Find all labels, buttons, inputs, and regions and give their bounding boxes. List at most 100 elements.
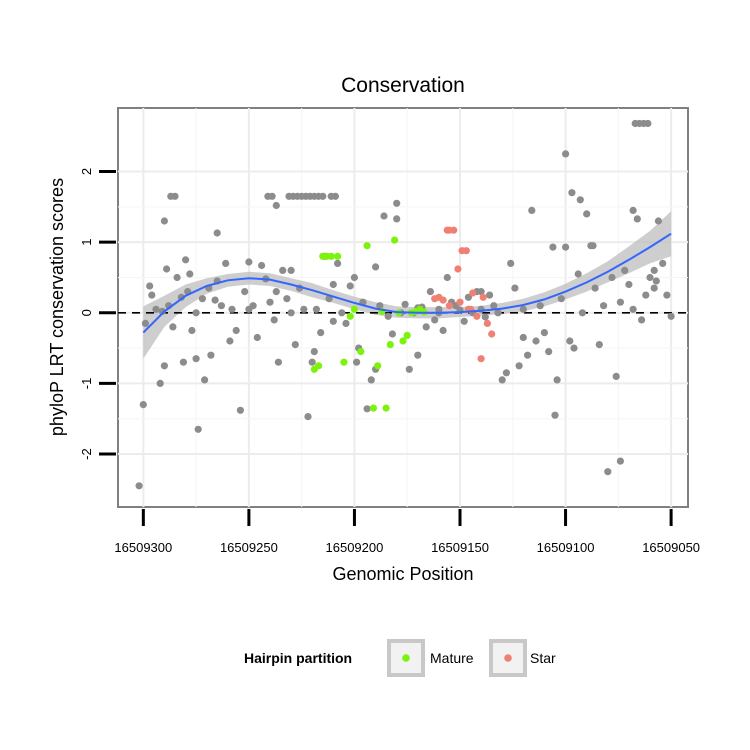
point-other [372, 263, 380, 271]
point-mature [334, 252, 342, 260]
point-other [367, 376, 375, 384]
point-other [188, 326, 196, 335]
point-other [405, 365, 413, 373]
point-other [148, 291, 156, 299]
point-other [638, 316, 646, 324]
point-other [338, 309, 346, 317]
point-other [241, 288, 249, 296]
point-other [342, 319, 350, 327]
point-other [583, 210, 591, 218]
point-star [454, 265, 462, 273]
point-star [445, 302, 453, 310]
point-mature [315, 362, 323, 370]
point-other [211, 296, 219, 304]
point-other [654, 217, 663, 225]
point-mature [386, 341, 394, 349]
point-other [141, 319, 149, 327]
point-other [608, 273, 616, 282]
point-star [479, 293, 487, 301]
point-other [169, 323, 177, 331]
point-other [663, 291, 671, 299]
point-other [274, 358, 282, 366]
legend-label: Star [530, 650, 556, 666]
point-other [612, 372, 620, 380]
point-other [135, 482, 143, 490]
point-mature [369, 404, 377, 412]
point-other [207, 351, 215, 359]
point-other [317, 329, 325, 337]
legend-title: Hairpin partition [244, 650, 352, 666]
point-other [245, 258, 253, 266]
point-other [186, 270, 194, 278]
point-other [312, 305, 320, 313]
point-other [287, 266, 295, 274]
point-other [304, 413, 312, 421]
point-other [401, 300, 409, 308]
point-other [650, 284, 658, 292]
point-mature [382, 404, 390, 412]
point-other [268, 192, 276, 200]
y-tick-label: 0 [79, 309, 94, 316]
point-other [201, 376, 209, 384]
point-other [490, 302, 498, 310]
point-other [568, 189, 576, 197]
legend-entry-star: Star [489, 639, 556, 677]
point-other [287, 309, 295, 317]
point-other [545, 348, 553, 356]
point-other [633, 215, 641, 223]
point-other [272, 201, 280, 210]
point-other [393, 199, 401, 207]
point-other [642, 291, 650, 299]
point-other [604, 468, 612, 476]
point-mature [346, 312, 354, 320]
point-other [595, 341, 603, 349]
point-other [283, 295, 291, 303]
point-mature [391, 236, 399, 244]
point-other [519, 333, 527, 342]
y-tick-label: -2 [79, 448, 94, 460]
point-other [502, 369, 510, 377]
point-star [477, 355, 485, 363]
point-other [460, 317, 468, 325]
y-axis-label: phyloP LRT conservation scores [47, 178, 67, 436]
point-other [279, 266, 287, 274]
legend-key-dot [402, 654, 410, 662]
point-other [646, 273, 654, 282]
point-other [549, 243, 557, 251]
point-mature [374, 362, 382, 370]
point-other [426, 288, 434, 296]
point-other [156, 379, 164, 387]
point-other [574, 270, 582, 278]
point-other [388, 330, 396, 338]
point-other [270, 316, 278, 324]
point-other [319, 192, 327, 200]
point-other [300, 305, 308, 313]
point-other [393, 215, 401, 223]
point-other [346, 282, 354, 290]
y-tick-label: 1 [79, 239, 94, 246]
point-other [331, 192, 339, 200]
point-other [258, 261, 266, 270]
point-other [644, 119, 652, 128]
point-star [483, 319, 491, 327]
point-other [363, 405, 371, 413]
point-other [616, 457, 625, 465]
point-other [222, 259, 230, 267]
point-other [173, 273, 181, 282]
point-other [498, 376, 506, 384]
legend-entries: Mature Star [387, 639, 556, 677]
point-star [456, 298, 464, 306]
point-other [171, 192, 179, 200]
point-other [139, 401, 147, 409]
x-tick-label: 16509300 [114, 540, 172, 555]
smooth-curve [142, 232, 672, 334]
point-other [551, 411, 559, 419]
confidence-band [143, 211, 672, 359]
point-other [562, 243, 570, 251]
point-mature [340, 358, 348, 366]
point-star [488, 330, 496, 338]
point-other [576, 196, 584, 204]
x-tick-label: 16509200 [326, 540, 384, 555]
point-star [462, 247, 470, 255]
